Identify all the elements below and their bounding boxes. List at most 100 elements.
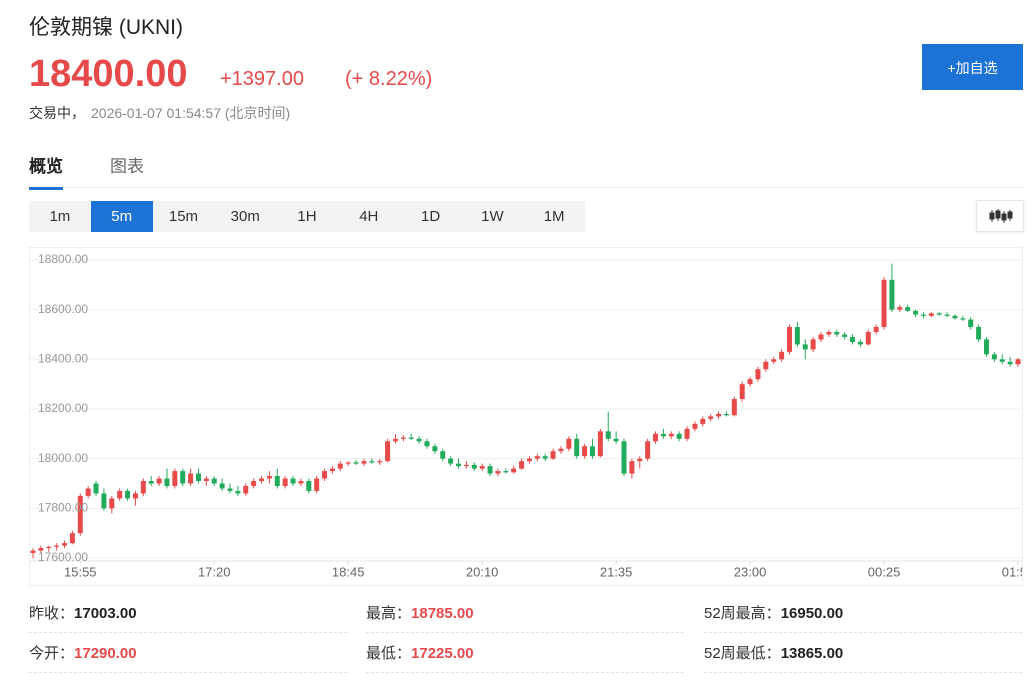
candle-body (274, 476, 280, 486)
candle-body (589, 446, 595, 457)
chart-type-button[interactable] (976, 200, 1024, 232)
y-tick-label: 18400.00 (38, 351, 88, 365)
candle-body (786, 327, 792, 352)
candle-body (566, 438, 572, 449)
chart: 15:55 17:20 18:45 20:10 21:35 23:00 00:25 01:50… (30, 252, 1023, 579)
x-tick-label: 00:25 (868, 564, 901, 579)
candle-body (550, 451, 556, 459)
tab[interactable]: 图表 (110, 157, 144, 176)
candle-body (723, 413, 729, 416)
candle-body (448, 458, 454, 464)
candle-body (77, 495, 83, 534)
candle-body (613, 438, 619, 442)
x-tick-label: 23:00 (734, 564, 767, 579)
candle-body (125, 490, 131, 499)
add-watchlist-button[interactable]: +加自选 (922, 44, 1023, 90)
x-tick-label: 21:35 (600, 564, 633, 579)
candle-body (653, 433, 659, 442)
candle-body (432, 446, 438, 452)
tabs: 概览 图表 (29, 140, 1023, 190)
candle-body (353, 462, 359, 464)
candle-body (582, 446, 588, 457)
candle-body (329, 468, 335, 472)
candle-body (282, 478, 288, 486)
candle-body (385, 441, 391, 462)
stat-cell: 52周最高：16950.00 (704, 596, 1022, 633)
interval-button[interactable]: 4H (359, 208, 379, 225)
candle-body (700, 418, 706, 424)
candle-body (999, 359, 1005, 362)
candle-body (629, 461, 635, 474)
candle-body (771, 359, 777, 362)
candle-body (266, 476, 272, 479)
candle-body (30, 550, 36, 554)
candle-body (117, 490, 123, 499)
candle-body (676, 433, 682, 439)
interval-button[interactable]: 1W (481, 208, 504, 225)
interval-button[interactable]: 1M (543, 208, 565, 225)
change-percent: (+ 8.22%) (345, 68, 433, 90)
candle-body (928, 313, 934, 316)
candle-body (440, 451, 446, 459)
candle-body (408, 437, 414, 439)
candle-body (913, 310, 919, 315)
candle-body (503, 471, 509, 473)
candle-body (337, 463, 343, 469)
interval-button[interactable]: 15m (168, 208, 199, 225)
x-tick-label: 17:20 (198, 564, 231, 579)
stat-label: 昨收： (29, 605, 75, 622)
candle-body (873, 327, 879, 332)
candle-body (605, 431, 611, 439)
tab[interactable]: 概览 (29, 152, 63, 190)
stat-label: 最高： (366, 605, 412, 622)
change: +1397.00 (220, 68, 304, 90)
status: 交易中， (29, 105, 85, 121)
stat-cell: 52周最低：13865.00 (704, 636, 1022, 673)
candle-body (526, 458, 532, 462)
candle-body (251, 481, 257, 486)
candle-body (140, 481, 146, 494)
candle-body (1007, 361, 1013, 365)
interval-button[interactable]: 30m (230, 208, 260, 225)
candle-body (456, 463, 462, 467)
candle-body (463, 464, 469, 467)
candle-body (755, 369, 761, 380)
candle-body (195, 473, 201, 482)
candle-body (842, 334, 848, 337)
stat-label: 今开： (29, 645, 75, 662)
interval-button[interactable]: 1H (297, 208, 317, 225)
candle-body (243, 485, 249, 494)
candle-body (889, 279, 895, 310)
y-tick-label: 17800.00 (38, 501, 88, 515)
candle-body (936, 313, 942, 315)
candle-body (479, 466, 485, 469)
candle-body (952, 315, 958, 319)
candle-body (519, 461, 525, 469)
candle-body (69, 533, 75, 544)
interval-button[interactable]: 1D (420, 208, 441, 225)
interval-button[interactable]: 1m (49, 208, 71, 225)
candle-body (692, 423, 698, 429)
candle-body (101, 493, 107, 509)
x-tick-label: 01:50 (1002, 564, 1023, 579)
candle-body (621, 441, 627, 474)
candle-body (810, 339, 816, 350)
candle-body (850, 336, 856, 342)
candle-body (542, 456, 548, 459)
candle-body (188, 473, 194, 484)
timestamp: 2026-01-07 01:54:57 (北京时间) (91, 105, 291, 121)
x-tick-label: 20:10 (466, 564, 499, 579)
candle-body (377, 461, 383, 463)
interval-button[interactable]: 5m (90, 201, 153, 232)
candle-body (290, 478, 296, 484)
candle-body (306, 481, 312, 491)
candle-body (511, 468, 517, 473)
x-tick-label: 15:55 (64, 564, 97, 579)
candle-body (85, 488, 91, 496)
stat-value: 18785.00 (411, 605, 474, 622)
stat-value: 17290.00 (74, 645, 137, 662)
candle-body (38, 548, 44, 551)
candle-body (747, 379, 753, 385)
candle-body (172, 471, 178, 486)
candle-body (660, 433, 666, 437)
